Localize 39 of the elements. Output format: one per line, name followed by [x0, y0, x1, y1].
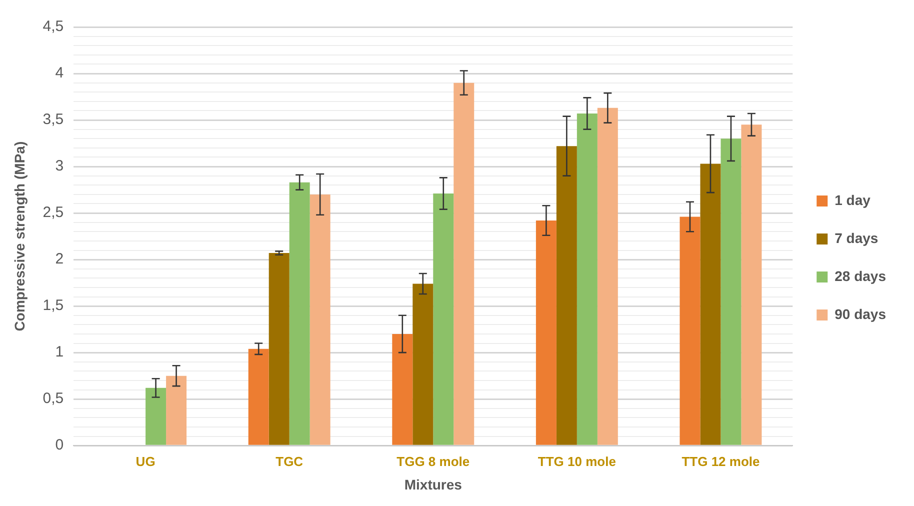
bar	[680, 216, 700, 445]
legend-label: 1 day	[834, 192, 871, 208]
y-tick-label: 3,5	[42, 111, 64, 128]
y-tick-label: 1,5	[42, 297, 64, 314]
x-tick-label: TGC	[276, 454, 304, 469]
bar	[310, 194, 330, 445]
x-axis-title: Mixtures	[404, 476, 462, 492]
y-tick-label: 1	[55, 344, 64, 361]
bar	[412, 284, 434, 445]
y-tick-label: 0,5	[42, 390, 64, 408]
y-axis-title: Compressive strength (MPa)	[11, 141, 28, 332]
y-tick-label: 2,5	[42, 204, 64, 222]
bar	[720, 138, 742, 445]
x-tick-label: UG	[136, 454, 156, 469]
y-tick-label: 0	[55, 436, 64, 454]
bar	[741, 124, 762, 445]
legend-label: 90 days	[834, 306, 886, 322]
bar	[289, 182, 310, 445]
bar	[166, 376, 187, 445]
legend-label: 7 days	[834, 230, 878, 246]
y-tick-label: 3	[55, 158, 64, 175]
x-tick-label: TGG 8 mole	[396, 454, 470, 469]
bar	[536, 220, 556, 445]
y-tick-label: 2	[55, 250, 64, 268]
bar	[556, 146, 577, 445]
bar	[700, 164, 721, 445]
y-tick-label: 4	[55, 64, 64, 82]
x-tick-label: TTG 12 mole	[682, 454, 760, 469]
legend-label: 28 days	[834, 268, 886, 284]
bar	[392, 334, 413, 445]
bar	[576, 114, 598, 445]
x-tick-label: TTG 10 mole	[538, 454, 616, 469]
bar	[146, 388, 166, 445]
bar	[268, 253, 290, 445]
bar	[433, 194, 454, 445]
bar	[597, 108, 618, 445]
bar	[454, 82, 474, 445]
y-tick-label: 4,5	[42, 18, 64, 36]
bar	[248, 348, 269, 445]
